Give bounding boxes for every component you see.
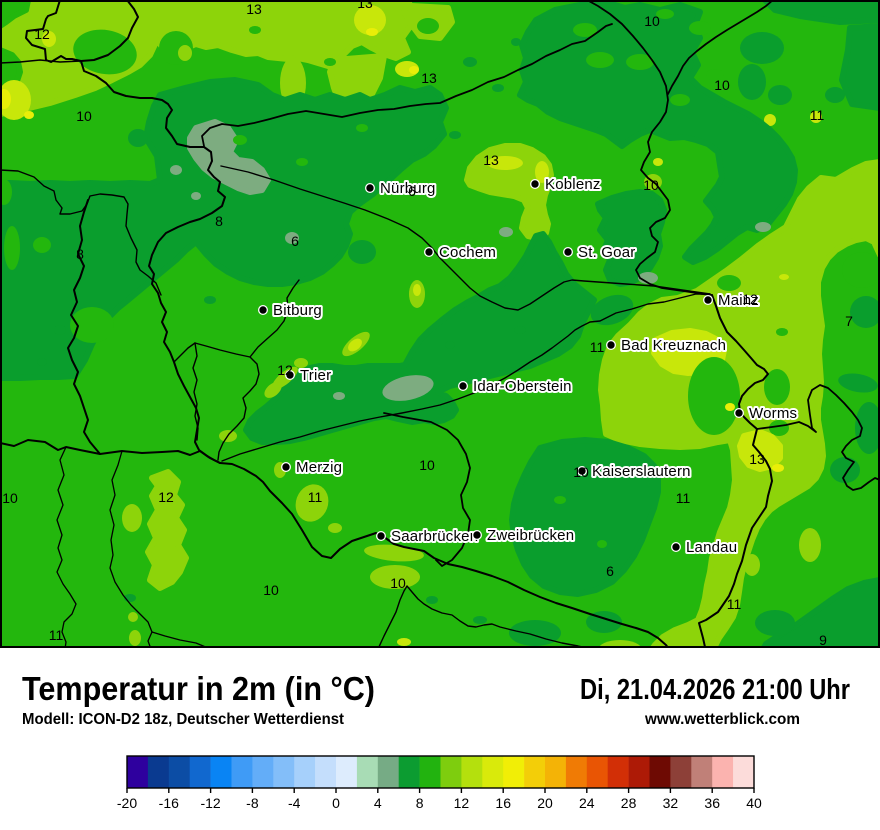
svg-text:www.wetterblick.com: www.wetterblick.com	[644, 711, 800, 728]
svg-text:28: 28	[621, 795, 637, 811]
svg-text:6: 6	[291, 233, 299, 249]
svg-text:12: 12	[158, 489, 174, 505]
svg-text:St. Goar: St. Goar	[578, 244, 635, 261]
svg-text:13: 13	[483, 152, 499, 168]
svg-text:12: 12	[277, 362, 293, 378]
svg-text:6: 6	[408, 183, 416, 199]
svg-text:10: 10	[2, 490, 18, 506]
svg-text:Worms: Worms	[749, 405, 797, 422]
svg-text:11: 11	[308, 489, 323, 505]
svg-text:7: 7	[845, 313, 853, 329]
svg-text:Landau: Landau	[686, 539, 737, 556]
svg-text:Idar-Oberstein: Idar-Oberstein	[473, 378, 572, 395]
svg-text:13: 13	[749, 451, 765, 467]
svg-text:11: 11	[727, 596, 742, 612]
svg-text:Nürburg: Nürburg	[380, 180, 436, 197]
svg-text:Bitburg: Bitburg	[273, 302, 322, 319]
svg-text:8: 8	[416, 795, 424, 811]
svg-text:10: 10	[573, 464, 589, 480]
svg-text:10: 10	[390, 575, 406, 591]
svg-text:8: 8	[215, 213, 223, 229]
svg-text:32: 32	[663, 795, 679, 811]
svg-text:Saarbrücken: Saarbrücken	[391, 528, 478, 545]
svg-text:24: 24	[579, 795, 595, 811]
svg-text:10: 10	[76, 108, 92, 124]
svg-text:11: 11	[590, 339, 605, 355]
svg-text:-12: -12	[200, 795, 220, 811]
svg-text:10: 10	[643, 177, 659, 193]
svg-text:13: 13	[421, 70, 437, 86]
svg-text:Merzig: Merzig	[296, 459, 342, 476]
svg-text:Koblenz: Koblenz	[545, 176, 601, 193]
svg-text:11: 11	[810, 107, 825, 123]
svg-text:Cochem: Cochem	[439, 244, 496, 261]
svg-text:13: 13	[246, 1, 262, 17]
svg-text:10: 10	[644, 13, 660, 29]
svg-text:11: 11	[676, 490, 691, 506]
svg-text:6: 6	[606, 563, 614, 579]
svg-text:Trier: Trier	[300, 367, 331, 384]
svg-text:8: 8	[76, 246, 84, 262]
svg-text:20: 20	[537, 795, 553, 811]
svg-text:10: 10	[263, 582, 279, 598]
svg-text:40: 40	[746, 795, 762, 811]
svg-text:12: 12	[454, 795, 470, 811]
svg-text:13: 13	[357, 0, 373, 11]
svg-text:Bad Kreuznach: Bad Kreuznach	[621, 337, 726, 354]
svg-text:Zweibrücken: Zweibrücken	[487, 527, 574, 544]
svg-text:36: 36	[704, 795, 720, 811]
svg-text:-8: -8	[246, 795, 259, 811]
svg-text:Modell: ICON-D2 18z, Deutscher: Modell: ICON-D2 18z, Deutscher Wetterdie…	[22, 711, 344, 728]
svg-text:Kaiserslautern: Kaiserslautern	[592, 463, 691, 480]
svg-text:-16: -16	[159, 795, 179, 811]
svg-text:-4: -4	[288, 795, 301, 811]
svg-text:16: 16	[495, 795, 511, 811]
svg-text:10: 10	[419, 457, 435, 473]
svg-text:12: 12	[742, 291, 758, 307]
svg-text:10: 10	[714, 77, 730, 93]
svg-text:Temperatur in 2m (in °C): Temperatur in 2m (in °C)	[22, 670, 375, 707]
svg-text:12: 12	[34, 26, 50, 42]
svg-text:11: 11	[49, 627, 64, 643]
svg-text:4: 4	[374, 795, 382, 811]
svg-text:-20: -20	[117, 795, 137, 811]
svg-text:9: 9	[819, 632, 827, 648]
svg-text:Mainz: Mainz	[718, 292, 759, 309]
svg-text:0: 0	[332, 795, 340, 811]
svg-text:Di, 21.04.2026 21:00 Uhr: Di, 21.04.2026 21:00 Uhr	[580, 674, 850, 706]
